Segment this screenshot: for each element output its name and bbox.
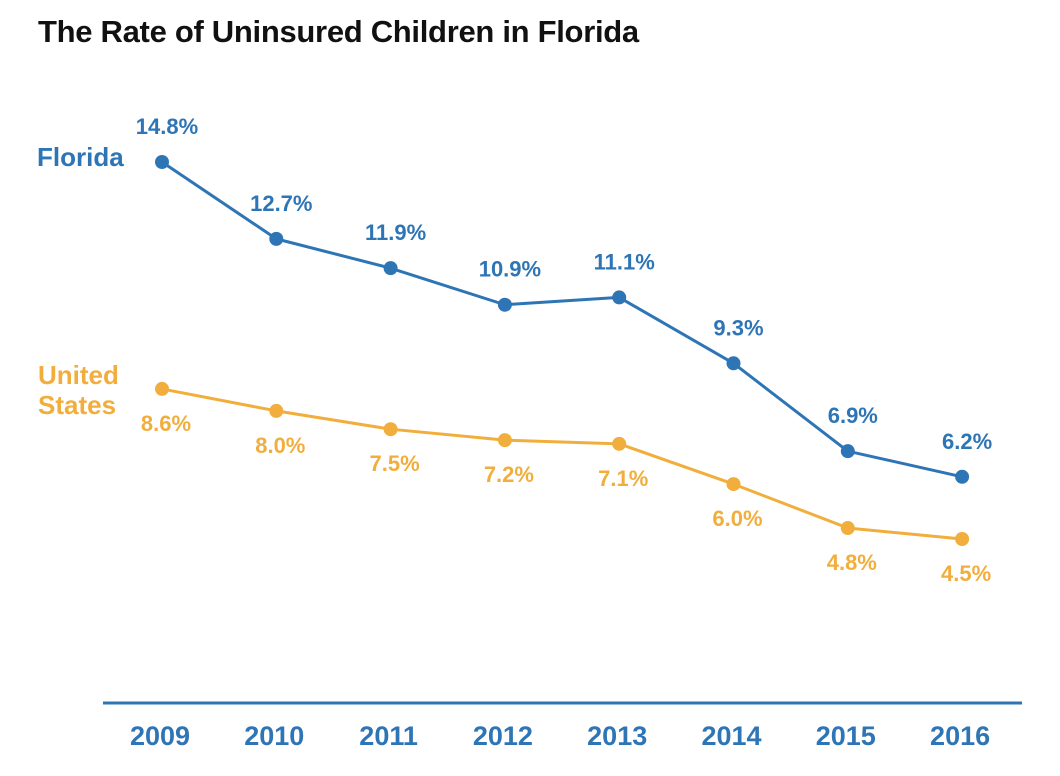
x-tick-label: 2014 — [701, 721, 761, 751]
florida-series-label: Florida — [37, 142, 124, 172]
us-point — [155, 381, 169, 396]
us-point — [497, 433, 512, 448]
florida-point — [155, 155, 169, 169]
x-tick-label: 2011 — [359, 721, 418, 751]
us-data-label: 4.8% — [827, 550, 877, 575]
us-point — [612, 436, 627, 451]
us-point — [383, 422, 398, 437]
x-tick-label: 2010 — [244, 721, 304, 751]
florida-point — [840, 444, 855, 459]
florida-point — [726, 356, 741, 371]
florida-data-label: 12.7% — [250, 191, 312, 216]
us-series-label-line: United — [38, 360, 119, 390]
x-tick-label: 2015 — [816, 721, 876, 751]
florida-data-label: 10.9% — [479, 257, 541, 282]
x-tick-label: 2016 — [930, 721, 990, 751]
us-data-label: 7.5% — [370, 451, 420, 476]
page-title: The Rate of Uninsured Children in Florid… — [38, 14, 639, 49]
us-data-label: 7.1% — [598, 466, 648, 491]
florida-point — [497, 297, 512, 312]
florida-line — [161, 160, 963, 479]
x-tick-label: 2013 — [587, 721, 647, 751]
florida-data-label: 14.8% — [136, 114, 198, 139]
us-data-label: 8.6% — [141, 411, 191, 436]
florida-point — [612, 290, 627, 305]
florida-data-label: 9.3% — [713, 315, 763, 340]
us-point — [269, 403, 284, 418]
florida-data-label: 6.2% — [942, 429, 992, 454]
x-tick-label: 2012 — [473, 721, 533, 751]
us-series-label-line: States — [38, 390, 116, 420]
us-data-label: 7.2% — [484, 462, 534, 487]
florida-point — [269, 231, 284, 246]
florida-point — [955, 469, 970, 484]
us-data-label: 6.0% — [712, 506, 762, 531]
us-line — [161, 387, 963, 541]
florida-point — [383, 261, 398, 276]
florida-data-label: 6.9% — [828, 403, 878, 428]
us-point — [955, 532, 970, 546]
us-data-label: 4.5% — [941, 561, 991, 586]
x-tick-label: 2009 — [130, 721, 190, 751]
us-data-label: 8.0% — [255, 433, 305, 458]
us-point — [840, 521, 855, 536]
us-series-label: United States — [38, 360, 119, 420]
us-point — [726, 477, 741, 492]
florida-data-label: 11.1% — [594, 249, 655, 274]
florida-data-label: 11.9% — [365, 220, 426, 245]
